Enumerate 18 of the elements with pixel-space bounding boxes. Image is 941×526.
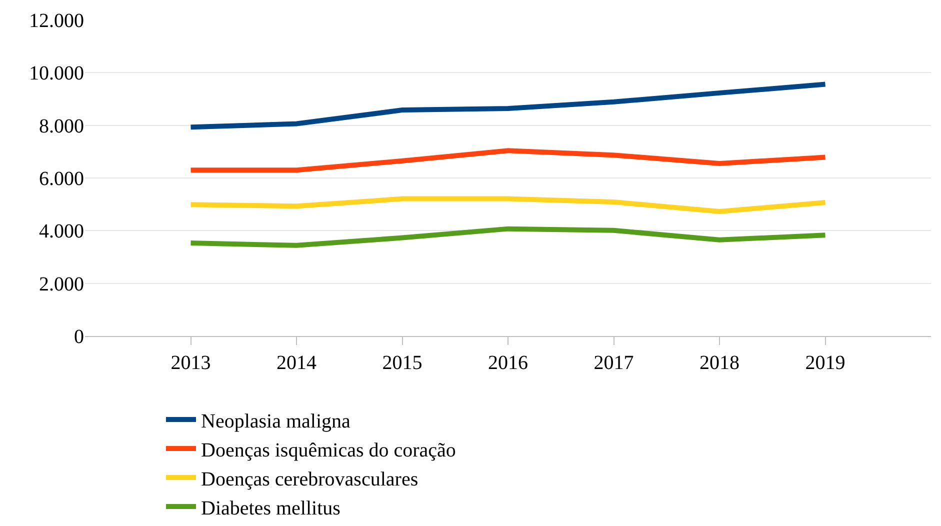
x-tick-label: 2017 — [594, 352, 634, 374]
y-tick-label: 6.000 — [39, 168, 84, 190]
x-tick-label: 2014 — [276, 352, 316, 374]
legend-label: Neoplasia maligna — [201, 410, 351, 432]
x-tick-label: 2019 — [805, 352, 846, 374]
y-tick-label: 8.000 — [39, 115, 84, 138]
x-tick-label: 2016 — [488, 352, 528, 374]
x-tick-label: 2015 — [382, 352, 422, 374]
y-tick-label: 10.000 — [29, 62, 84, 85]
legend-label: Doenças isquêmicas do coração — [201, 439, 456, 462]
y-tick-label: 12.000 — [29, 10, 84, 32]
legend-label: Doenças cerebrovasculares — [201, 468, 418, 490]
x-tick-label: 2013 — [170, 352, 211, 374]
legend-label: Diabetes mellitus — [201, 497, 341, 520]
y-tick-label: 0 — [74, 326, 84, 348]
y-tick-label: 4.000 — [39, 220, 84, 243]
x-tick-label: 2018 — [700, 352, 740, 374]
y-tick-label: 2.000 — [39, 273, 84, 296]
